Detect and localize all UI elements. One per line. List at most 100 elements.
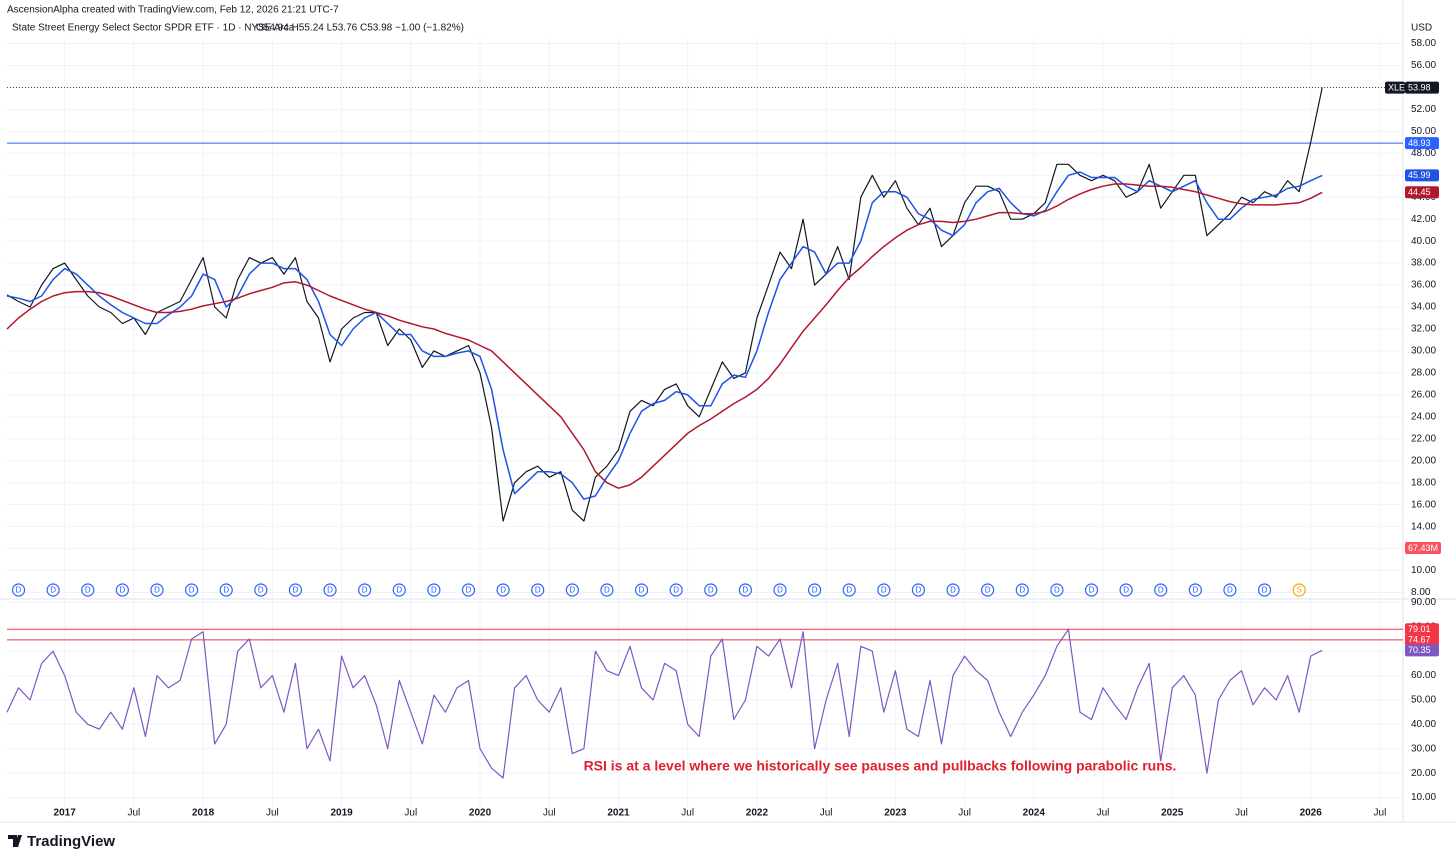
x-tick-label: Jul (128, 808, 141, 819)
series-line (6, 628, 1323, 779)
y-tick-label: 90.00 (1411, 597, 1436, 608)
dividend-marker (1119, 583, 1133, 597)
dividend-marker (600, 583, 614, 597)
volume-label: 67.43M (1408, 543, 1438, 553)
x-tick-label: Jul (1374, 808, 1387, 819)
dividend-marker (1154, 583, 1168, 597)
y-tick-label: 60.00 (1411, 670, 1436, 681)
dividend-marker (496, 583, 510, 597)
y-tick-label: 48.00 (1411, 148, 1436, 159)
axis-tag (1405, 81, 1439, 94)
split-label: S (1296, 586, 1301, 595)
x-tick-label: 2023 (884, 808, 907, 819)
x-tick-label: 2026 (1300, 808, 1323, 819)
x-tick-label: Jul (681, 808, 694, 819)
dividend-marker (219, 583, 233, 597)
dividend-marker (427, 583, 441, 597)
y-tick-label: 14.00 (1411, 521, 1436, 532)
dividend-label: D (396, 586, 402, 595)
dividend-label: D (916, 586, 922, 595)
x-tick-label: Jul (266, 808, 279, 819)
dividend-marker (911, 583, 926, 597)
y-tick-label: 30.00 (1411, 743, 1436, 754)
dividend-marker (773, 583, 787, 597)
y-tick-label: 58.00 (1411, 38, 1436, 49)
series-line (6, 171, 1323, 500)
dividend-label: D (846, 586, 852, 595)
dividend-marker (254, 583, 268, 597)
y-tick-label: 50.00 (1411, 695, 1436, 706)
axis-tag (1405, 186, 1439, 199)
y-tick-label: 28.00 (1411, 368, 1436, 379)
series-line (6, 183, 1323, 489)
dividend-marker (531, 583, 545, 597)
dividend-label: D (466, 586, 472, 595)
y-tick-label: 18.00 (1411, 477, 1436, 488)
y-tick-label: 40.00 (1411, 236, 1436, 247)
x-tick-label: 2020 (469, 808, 492, 819)
axis-tag-label: 74.67 (1408, 635, 1431, 645)
dividend-label: D (1019, 586, 1025, 595)
dividend-label: D (119, 586, 125, 595)
dividend-marker (669, 583, 683, 597)
dividend-marker (1257, 583, 1272, 597)
y-tick-label: 38.00 (1411, 258, 1436, 269)
dividend-label: D (154, 586, 160, 595)
axis-tag-label: 70.35 (1408, 645, 1431, 655)
credit: AscensionAlpha created with TradingView.… (7, 5, 339, 16)
ticker-label: XLE (1388, 83, 1405, 93)
series-line (6, 87, 1323, 522)
annotation: RSI is at a level where we historically … (584, 758, 1177, 774)
dividend-label: D (1089, 586, 1095, 595)
dividend-marker (81, 583, 95, 597)
axis-tag (1405, 169, 1439, 182)
y-tick-label: 42.00 (1411, 214, 1436, 225)
dividend-label: D (1192, 586, 1198, 595)
dividend-label: D (777, 586, 783, 595)
axis-tag-label: 53.98 (1408, 83, 1431, 93)
dividend-label: D (604, 586, 610, 595)
dividend-marker (981, 583, 995, 597)
split-marker (1292, 583, 1306, 597)
y-tick-label: 34.00 (1411, 302, 1436, 313)
axis-tag (1405, 644, 1439, 657)
dividend-marker (358, 583, 372, 597)
dividend-label: D (258, 586, 264, 595)
dividend-marker (738, 583, 752, 597)
dividend-label: D (362, 586, 368, 595)
dividend-label: D (50, 586, 56, 595)
axis-tag (1405, 633, 1439, 646)
dividend-marker (1188, 583, 1202, 597)
axis-tag (1405, 623, 1439, 636)
x-tick-label: Jul (1235, 808, 1248, 819)
dividend-label: D (1158, 586, 1164, 595)
dividend-label: D (1123, 586, 1129, 595)
dividend-marker (46, 583, 60, 597)
y-tick-label: 32.00 (1411, 324, 1436, 335)
y-tick-label: 24.00 (1411, 411, 1436, 422)
dividend-label: D (85, 586, 91, 595)
y-tick-label: 52.00 (1411, 104, 1436, 115)
x-tick-label: 2022 (746, 808, 769, 819)
axis-tag-label: 79.01 (1408, 624, 1431, 634)
axis-tag-label: 45.99 (1408, 170, 1431, 180)
y-tick-label: 40.00 (1411, 719, 1436, 730)
dividend-label: D (742, 586, 748, 595)
x-tick-label: Jul (1097, 808, 1110, 819)
axis-tag-label: 44.45 (1408, 187, 1431, 197)
dividend-marker (115, 583, 129, 597)
dividend-marker (288, 583, 303, 597)
y-tick-label: 20.00 (1411, 455, 1436, 466)
x-tick-label: 2018 (192, 808, 215, 819)
y-tick-label: 22.00 (1411, 433, 1436, 444)
x-tick-label: Jul (958, 808, 971, 819)
y-tick-label: 30.00 (1411, 346, 1436, 357)
dividend-marker (1084, 583, 1099, 597)
y-tick-label: 20.00 (1411, 768, 1436, 779)
dividend-label: D (569, 586, 575, 595)
volume-tag (1405, 542, 1441, 554)
dividend-label: D (189, 586, 195, 595)
dividend-marker (842, 583, 856, 597)
dividend-marker (704, 583, 718, 597)
dividend-label: D (223, 586, 229, 595)
